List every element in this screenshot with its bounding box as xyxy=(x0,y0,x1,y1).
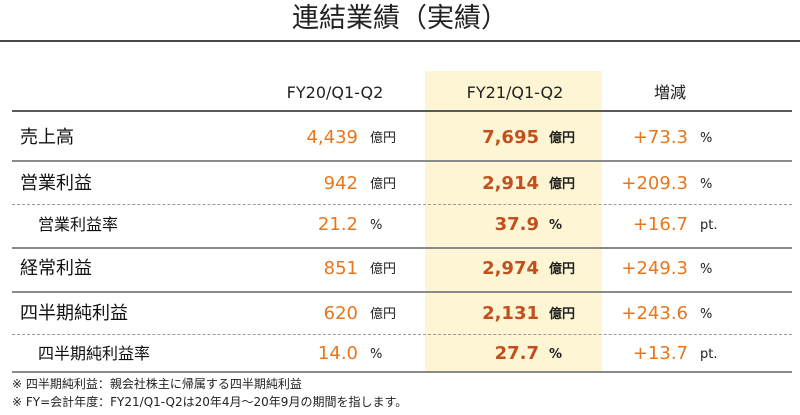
revenue-fy21-value: 7,695 xyxy=(482,127,539,148)
row-label-ordinary-profit: 経常利益 xyxy=(20,258,92,279)
operating-margin-change-value: +16.7 xyxy=(632,214,688,235)
operating-profit-fy20-unit: 億円 xyxy=(370,177,397,192)
operating-profit-fy21-value: 2,914 xyxy=(482,173,539,194)
net-profit-fy20-unit: 億円 xyxy=(370,307,397,322)
operating-margin-fy20-unit: % xyxy=(370,218,383,233)
revenue-change-value: +73.3 xyxy=(632,127,688,148)
operating-margin-fy20-value: 21.2 xyxy=(317,214,358,235)
row-label-net-margin: 四半期純利益率 xyxy=(38,344,151,363)
row-divider xyxy=(12,291,792,293)
revenue-fy20-value: 4,439 xyxy=(306,127,358,148)
row-label-revenue: 売上高 xyxy=(20,127,74,148)
net-margin-fy20-unit: % xyxy=(370,347,383,362)
fy21-highlight-column xyxy=(425,71,602,372)
operating-profit-fy21-unit: 億円 xyxy=(549,177,576,192)
net-profit-fy21-unit: 億円 xyxy=(549,307,576,322)
ordinary-profit-fy20-value: 851 xyxy=(323,258,358,279)
revenue-change-unit: % xyxy=(700,131,713,146)
net-profit-fy21-value: 2,131 xyxy=(482,303,539,324)
row-label-operating-margin: 営業利益率 xyxy=(38,215,119,234)
footnote-fiscal-year: ※ FY=会計年度：FY21/Q1-Q2は20年4月～20年9月の期間を指します… xyxy=(12,395,408,409)
row-divider xyxy=(12,160,792,162)
title-divider xyxy=(0,40,800,42)
net-profit-change-unit: % xyxy=(700,307,713,322)
table-bottom-rule xyxy=(12,371,792,373)
operating-profit-change-value: +209.3 xyxy=(621,173,688,194)
footnote-net-profit: ※ 四半期純利益：親会社株主に帰属する四半期純利益 xyxy=(12,377,302,391)
header-divider xyxy=(12,110,792,112)
ordinary-profit-fy21-value: 2,974 xyxy=(482,258,539,279)
row-label-operating-profit: 営業利益 xyxy=(20,173,92,194)
net-margin-fy20-value: 14.0 xyxy=(317,343,358,364)
row-divider xyxy=(12,334,792,335)
net-profit-change-value: +243.6 xyxy=(621,303,688,324)
operating-profit-fy20-value: 942 xyxy=(323,173,358,194)
operating-margin-change-unit: pt. xyxy=(700,218,718,233)
page-title: 連結業績（実績） xyxy=(292,3,508,34)
net-profit-fy20-value: 620 xyxy=(323,303,358,324)
operating-margin-fy21-value: 37.9 xyxy=(494,214,539,235)
ordinary-profit-change-value: +249.3 xyxy=(621,258,688,279)
net-margin-change-value: +13.7 xyxy=(632,343,688,364)
header-fy20: FY20/Q1-Q2 xyxy=(286,83,384,102)
row-label-net-profit: 四半期純利益 xyxy=(20,303,128,324)
ordinary-profit-change-unit: % xyxy=(700,262,713,277)
row-divider xyxy=(12,204,792,205)
operating-margin-fy21-unit: % xyxy=(549,218,563,233)
operating-profit-change-unit: % xyxy=(700,177,713,192)
revenue-fy20-unit: 億円 xyxy=(370,131,397,146)
header-fy21: FY21/Q1-Q2 xyxy=(466,83,564,102)
net-margin-fy21-value: 27.7 xyxy=(494,343,539,364)
row-divider xyxy=(12,247,792,249)
ordinary-profit-fy21-unit: 億円 xyxy=(549,262,576,277)
header-change: 増減 xyxy=(653,83,686,102)
revenue-fy21-unit: 億円 xyxy=(549,131,576,146)
net-margin-fy21-unit: % xyxy=(549,347,563,362)
ordinary-profit-fy20-unit: 億円 xyxy=(370,262,397,277)
net-margin-change-unit: pt. xyxy=(700,347,718,362)
